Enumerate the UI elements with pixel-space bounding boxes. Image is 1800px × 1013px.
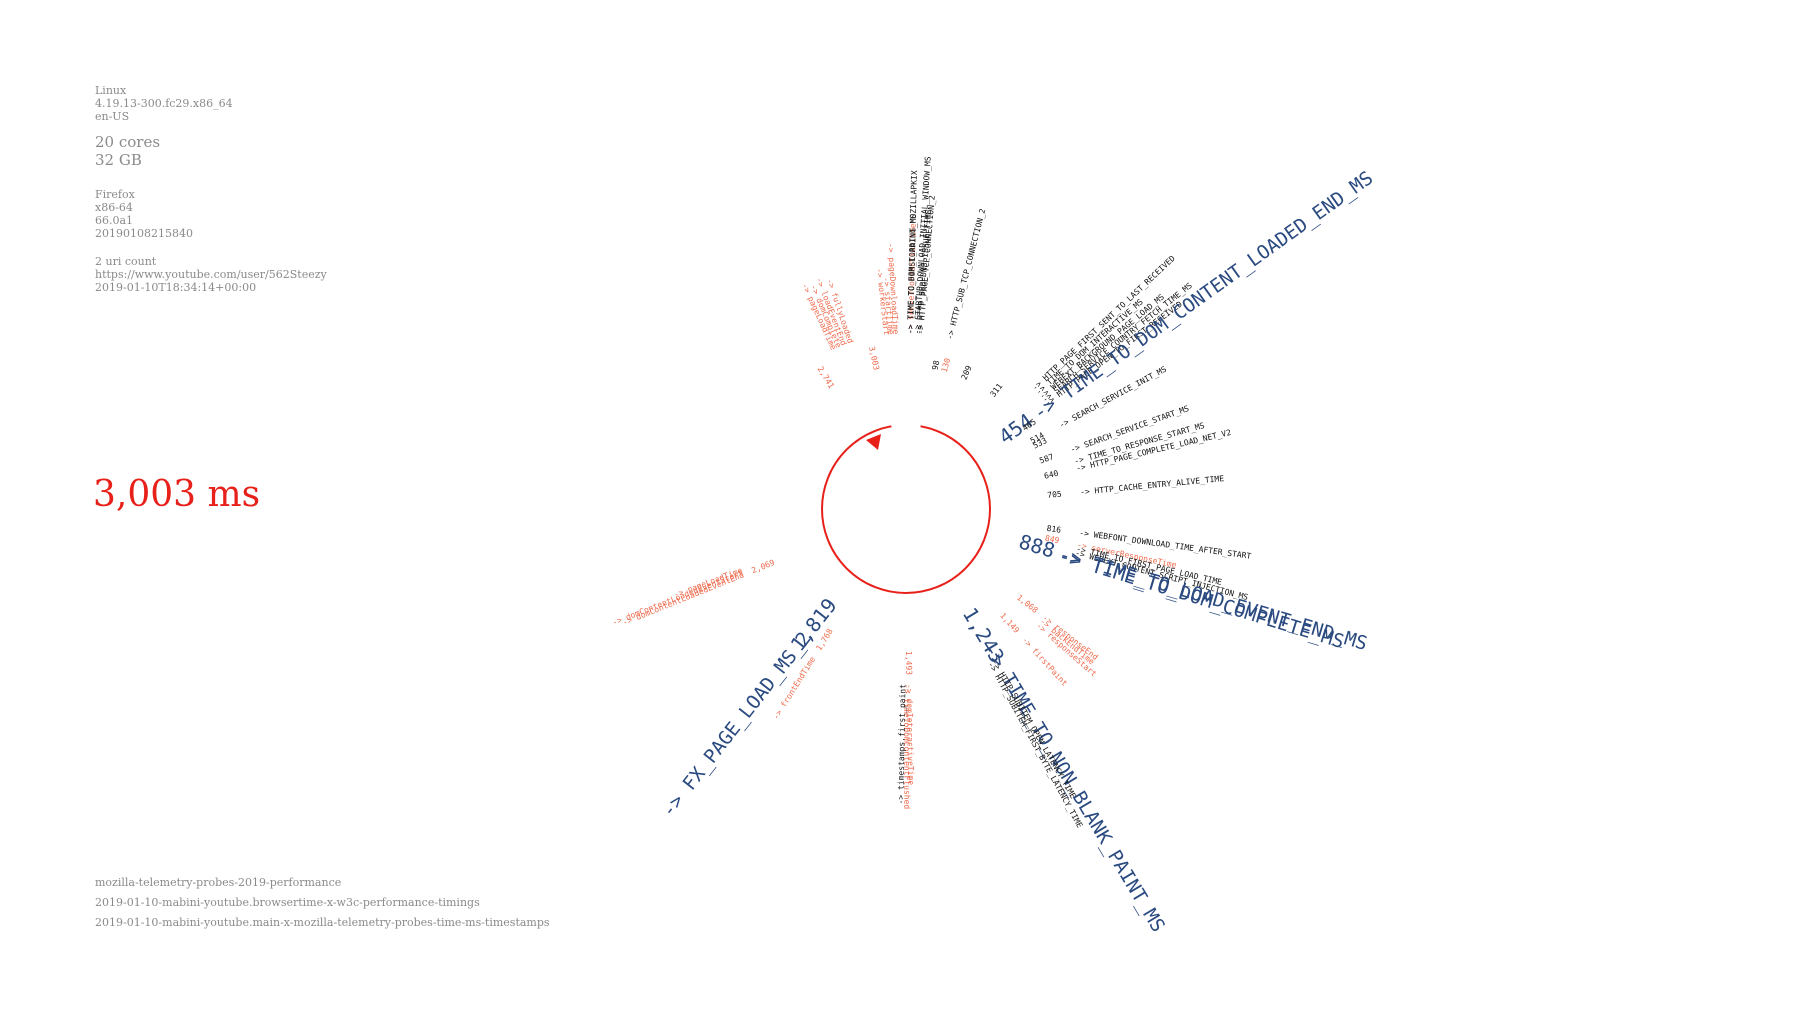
- event-name-label: -> HTTP_SUB_TCP_CONNECTION_2: [945, 208, 987, 341]
- build-id-label: 20190108215840: [95, 227, 193, 240]
- event-value-label: 816: [1046, 524, 1062, 535]
- timeline-event: 1,493 -> domInteractiveTime: [904, 651, 915, 785]
- event-value-label: 1,149: [998, 611, 1021, 635]
- event-value-label: 705: [1047, 490, 1062, 500]
- event-name-label: -> domInteractiveTime: [905, 684, 916, 785]
- timeline-event: -> timestamps.first_paint: [896, 684, 907, 805]
- memory-label: 32 GB: [95, 151, 142, 169]
- run-info: 2 uri count https://www.youtube.com/user…: [95, 255, 327, 294]
- data-sources: mozilla-telemetry-probes-2019-performanc…: [95, 873, 550, 933]
- timeline-event: 1,819-> FX_PAGE_LOAD_MS_2: [657, 594, 841, 822]
- source-item: 2019-01-10-mabini-youtube.browsertime-x-…: [95, 896, 480, 909]
- source-item: 2019-01-10-mabini-youtube.main-x-mozilla…: [95, 916, 550, 929]
- timeline-event: 130: [940, 357, 953, 374]
- event-value-label: 130: [940, 357, 953, 374]
- timeline-event: 98: [930, 359, 941, 370]
- timeline-event: -> HTTP_SUB_TCP_CONNECTION_2: [945, 208, 987, 341]
- timeline-event: 2,741: [816, 365, 836, 390]
- event-value-label: 849: [1044, 534, 1060, 546]
- timeline-event: -> timeToDomContentFlushed: [902, 684, 911, 809]
- uri-count-label: 2 uri count: [95, 255, 157, 268]
- browser-label: Firefox: [95, 188, 135, 201]
- event-name-label: -> TIME_TO_DOM_CONTENT_LOADED_END_MS: [1029, 167, 1377, 424]
- event-value-label: 311: [988, 382, 1004, 399]
- clock-ring: [821, 424, 991, 594]
- event-value-label: 98: [930, 359, 941, 370]
- clock-ring-gap: [891, 423, 921, 429]
- kernel-label: 4.19.13-300.fc29.x86_64: [95, 97, 233, 110]
- total-time: 3,003 ms: [93, 474, 261, 515]
- chart-marks: -> serverConnectionTime-> TIME_TO_DOM_LO…: [611, 156, 1377, 936]
- timeline-event: -> TIME_TO_DOM_COMPLETE_MS: [1056, 545, 1347, 653]
- event-name-label: -> TIME_TO_FIRST_PAINT_MOZILLAPKIX: [906, 170, 919, 334]
- locale-label: en-US: [95, 110, 130, 123]
- timeline-event: -> HTTP_SUBITEM_FIRST_BYTE_LATENCY_TIME: [986, 660, 1084, 829]
- timeline-event: 209: [960, 364, 974, 381]
- event-name-label: -> serverConnectionTime: [906, 223, 918, 334]
- event-value-label: 1,068: [1015, 593, 1040, 615]
- cores-label: 20 cores: [95, 133, 161, 151]
- event-value-label: 1,493: [904, 651, 913, 675]
- event-name-label: -> FX_PAGE_LOAD_MS_2: [657, 628, 815, 822]
- event-value-label: 640: [1043, 469, 1059, 481]
- event-name-label: -> HTTP_SUBITEM_FIRST_BYTE_LATENCY_TIME: [986, 660, 1084, 829]
- event-name-label: -> timeToDomContentFlushed: [902, 684, 911, 809]
- event-name-label: -> HTTP_CACHE_ENTRY_ALIVE_TIME: [1080, 474, 1225, 497]
- timeline-event: -> serverConnectionTime: [906, 223, 918, 334]
- event-value-label: 2,069: [750, 558, 776, 575]
- event-name-label: -> TIME_TO_DOM_COMPLETE_MS: [1056, 545, 1347, 653]
- timeline-event: 705 -> HTTP_CACHE_ENTRY_ALIVE_TIME: [1047, 474, 1225, 500]
- timestamp-label: 2019-01-10T18:34:14+00:00: [95, 281, 257, 294]
- event-value-label: 587: [1038, 452, 1055, 465]
- timeline-event: -> TIME_TO_FIRST_PAINT_MOZILLAPKIX: [906, 170, 919, 334]
- source-item: mozilla-telemetry-probes-2019-performanc…: [95, 876, 342, 889]
- clock-arrow-icon: [866, 434, 881, 450]
- arch-label: x86-64: [95, 201, 133, 214]
- event-name-label: -> timestamps.first_paint: [896, 684, 907, 805]
- event-value-label: 2,741: [816, 365, 836, 390]
- os-label: Linux: [95, 84, 127, 97]
- timeline-event: -> TIME_TO_DOM_LOADING_MS: [906, 213, 918, 334]
- version-label: 66.0a1: [95, 214, 134, 227]
- timeline-event: 311: [988, 382, 1004, 399]
- timeline-event: 3,003: [867, 346, 881, 372]
- event-value-label: 209: [960, 364, 974, 381]
- url-link[interactable]: https://www.youtube.com/user/562Steezy: [95, 268, 327, 281]
- hardware-info: 20 cores 32 GB: [95, 133, 160, 169]
- event-name-label: -> TIME_TO_DOM_LOADING_MS: [906, 213, 918, 334]
- event-value-label: 3,003: [867, 346, 881, 372]
- browser-info: Firefox x86-64 66.0a1 20190108215840: [95, 188, 193, 240]
- system-info: Linux 4.19.13-300.fc29.x86_64 en-US: [95, 84, 233, 123]
